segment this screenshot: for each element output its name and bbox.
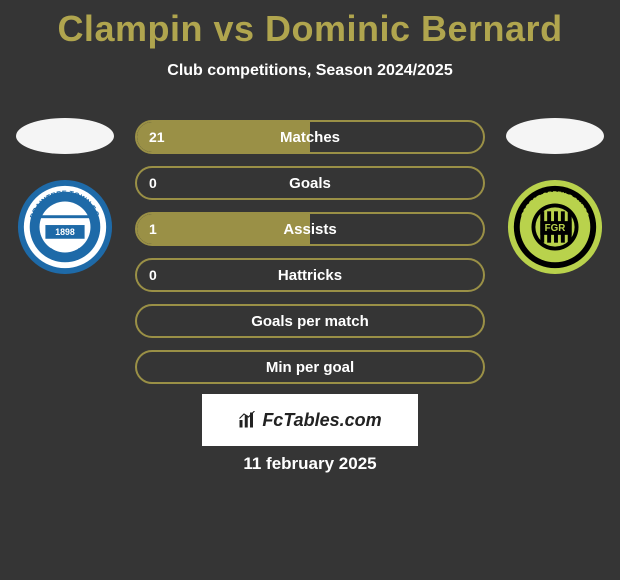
right-flag-ellipse: [506, 118, 604, 154]
stat-label: Matches: [280, 129, 340, 146]
stat-label: Goals: [289, 175, 331, 192]
left-player-column: 1898 BRAINTREE TOWN F.C. THE IRON: [10, 118, 120, 276]
subtitle: Club competitions, Season 2024/2025: [0, 62, 620, 80]
stat-row: 1 Assists: [135, 212, 485, 246]
right-club-badge: FGR FOREST GREEN ROVERS FOOTBALL CLUB: [506, 178, 604, 276]
braintree-badge-icon: 1898 BRAINTREE TOWN F.C. THE IRON: [16, 178, 114, 276]
page-title: Clampin vs Dominic Bernard: [0, 0, 620, 50]
svg-text:FGR: FGR: [545, 223, 566, 234]
date-text: 11 february 2025: [0, 454, 620, 474]
forest-green-badge-icon: FGR FOREST GREEN ROVERS FOOTBALL CLUB: [506, 178, 604, 276]
branding-box: FcTables.com: [202, 394, 418, 446]
left-flag-ellipse: [16, 118, 114, 154]
stat-row: 21 Matches: [135, 120, 485, 154]
bar-chart-icon: [238, 411, 256, 429]
stat-value-left: 1: [149, 221, 157, 237]
stat-value-left: 0: [149, 175, 157, 191]
stats-container: 21 Matches 0 Goals 1 Assists 0 Hattricks Goals p…: [135, 120, 485, 396]
stat-row: 0 Goals: [135, 166, 485, 200]
stat-label: Hattricks: [278, 267, 342, 284]
stat-row: 0 Hattricks: [135, 258, 485, 292]
svg-text:1898: 1898: [55, 227, 75, 237]
stat-row: Goals per match: [135, 304, 485, 338]
stat-value-left: 21: [149, 129, 165, 145]
stat-label: Assists: [283, 221, 336, 238]
left-club-badge: 1898 BRAINTREE TOWN F.C. THE IRON: [16, 178, 114, 276]
right-player-column: FGR FOREST GREEN ROVERS FOOTBALL CLUB: [500, 118, 610, 276]
stat-label: Goals per match: [251, 313, 369, 330]
stat-value-left: 0: [149, 267, 157, 283]
branding-text: FcTables.com: [262, 410, 381, 431]
stat-label: Min per goal: [266, 359, 354, 376]
stat-row: Min per goal: [135, 350, 485, 384]
